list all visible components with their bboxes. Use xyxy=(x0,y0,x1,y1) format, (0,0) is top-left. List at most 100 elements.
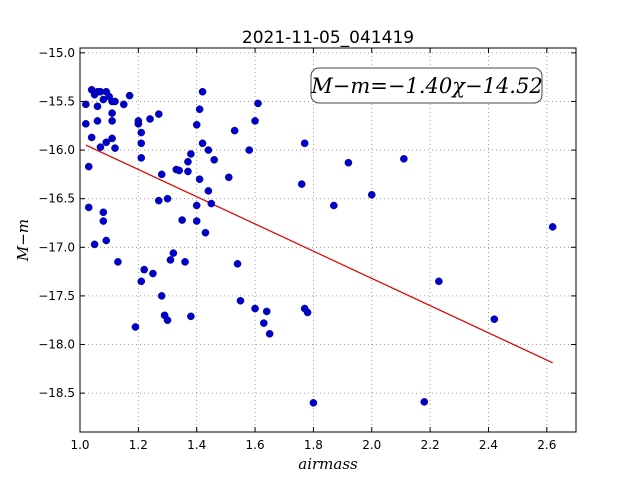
data-point xyxy=(192,217,201,225)
data-point xyxy=(262,307,271,316)
data-point xyxy=(400,155,408,163)
y-tick-label: −16.5 xyxy=(38,192,75,206)
data-point xyxy=(367,190,376,199)
data-point xyxy=(192,121,201,129)
x-tick-label: 1.0 xyxy=(70,438,89,452)
data-point xyxy=(251,117,259,125)
data-point xyxy=(84,203,93,212)
fit-line-layer xyxy=(85,144,553,364)
data-point xyxy=(175,166,183,175)
data-point xyxy=(108,109,116,117)
data-point xyxy=(82,120,90,128)
data-point xyxy=(210,155,219,164)
data-point xyxy=(140,265,148,274)
data-point xyxy=(82,100,90,109)
x-tick-label: 2.2 xyxy=(421,438,440,452)
data-point xyxy=(233,260,242,268)
data-point xyxy=(300,139,309,148)
y-axis-label: M−m xyxy=(14,219,32,262)
data-point xyxy=(309,399,318,407)
data-point xyxy=(435,277,443,286)
data-point xyxy=(137,139,146,148)
y-tick-label: −15.5 xyxy=(38,94,75,108)
y-tick-label: −16.0 xyxy=(38,143,75,157)
data-point xyxy=(184,167,192,176)
data-point xyxy=(204,187,213,195)
data-point xyxy=(184,157,192,166)
y-tick-label: −18.0 xyxy=(38,338,75,352)
data-point xyxy=(108,117,116,125)
data-point xyxy=(163,316,172,325)
data-point xyxy=(154,110,163,118)
data-point xyxy=(93,117,102,125)
data-point xyxy=(131,323,140,331)
data-point xyxy=(99,217,108,225)
data-point xyxy=(125,91,134,100)
axis-ticks: 1.0 1.2 1.4 1.6 1.8 2.0 2.2 2.4 2.6 −15.0 −15.5 −16… xyxy=(38,46,576,452)
x-axis-label: airmass xyxy=(298,455,358,473)
data-point xyxy=(201,228,210,237)
x-tick-label: 1.6 xyxy=(246,438,265,452)
data-points xyxy=(82,86,557,407)
data-point xyxy=(195,175,204,184)
data-point xyxy=(330,201,338,210)
x-tick-label: 2.4 xyxy=(479,438,498,452)
data-point xyxy=(207,199,216,208)
data-point xyxy=(111,144,119,152)
data-point xyxy=(245,146,254,154)
x-tick-label: 1.4 xyxy=(187,438,206,452)
data-point xyxy=(297,180,306,188)
data-point xyxy=(169,249,178,257)
data-point xyxy=(187,150,195,158)
data-point xyxy=(84,162,93,171)
data-point xyxy=(111,97,119,106)
y-tick-label: −18.5 xyxy=(38,386,75,400)
y-tick-label: −17.5 xyxy=(38,289,75,303)
data-point xyxy=(87,133,96,142)
annotation-box: M−m=−1.40χ−14.52 xyxy=(310,67,543,104)
data-point xyxy=(108,134,116,143)
data-point xyxy=(198,139,207,148)
data-point xyxy=(198,87,207,96)
data-point xyxy=(96,143,105,151)
data-point xyxy=(134,120,143,128)
data-point xyxy=(102,138,111,147)
data-point xyxy=(93,102,102,111)
data-point xyxy=(99,208,108,217)
annotation-frame xyxy=(310,67,543,104)
fit-line xyxy=(85,144,553,364)
x-tick-label: 1.2 xyxy=(129,438,148,452)
data-point xyxy=(149,269,157,278)
data-point xyxy=(236,296,245,305)
data-point xyxy=(119,100,128,109)
x-tick-label: 2.0 xyxy=(362,438,381,452)
data-point xyxy=(254,99,262,108)
data-point xyxy=(490,315,499,324)
fit-equation: M−m=−1.40χ−14.52 xyxy=(310,74,542,98)
data-point xyxy=(192,201,201,210)
data-point xyxy=(548,223,557,231)
x-tick-label: 1.8 xyxy=(304,438,323,452)
data-point xyxy=(181,258,189,266)
data-point xyxy=(204,146,213,154)
x-tick-label: 2.6 xyxy=(537,438,556,452)
data-point xyxy=(146,115,154,123)
data-point xyxy=(187,312,195,321)
data-point xyxy=(420,398,429,406)
data-point xyxy=(102,236,111,245)
data-point xyxy=(195,105,204,114)
data-point xyxy=(224,173,233,182)
data-point xyxy=(114,258,122,266)
data-point xyxy=(251,304,259,313)
data-point xyxy=(157,292,166,300)
data-point xyxy=(90,240,99,249)
data-point xyxy=(137,154,146,162)
y-tick-label: −17.0 xyxy=(38,240,75,254)
data-point xyxy=(265,330,274,338)
data-point xyxy=(154,196,163,205)
chart-title: 2021-11-05_041419 xyxy=(242,28,414,48)
data-point xyxy=(344,158,353,167)
data-point xyxy=(303,308,312,317)
data-point xyxy=(137,128,146,137)
